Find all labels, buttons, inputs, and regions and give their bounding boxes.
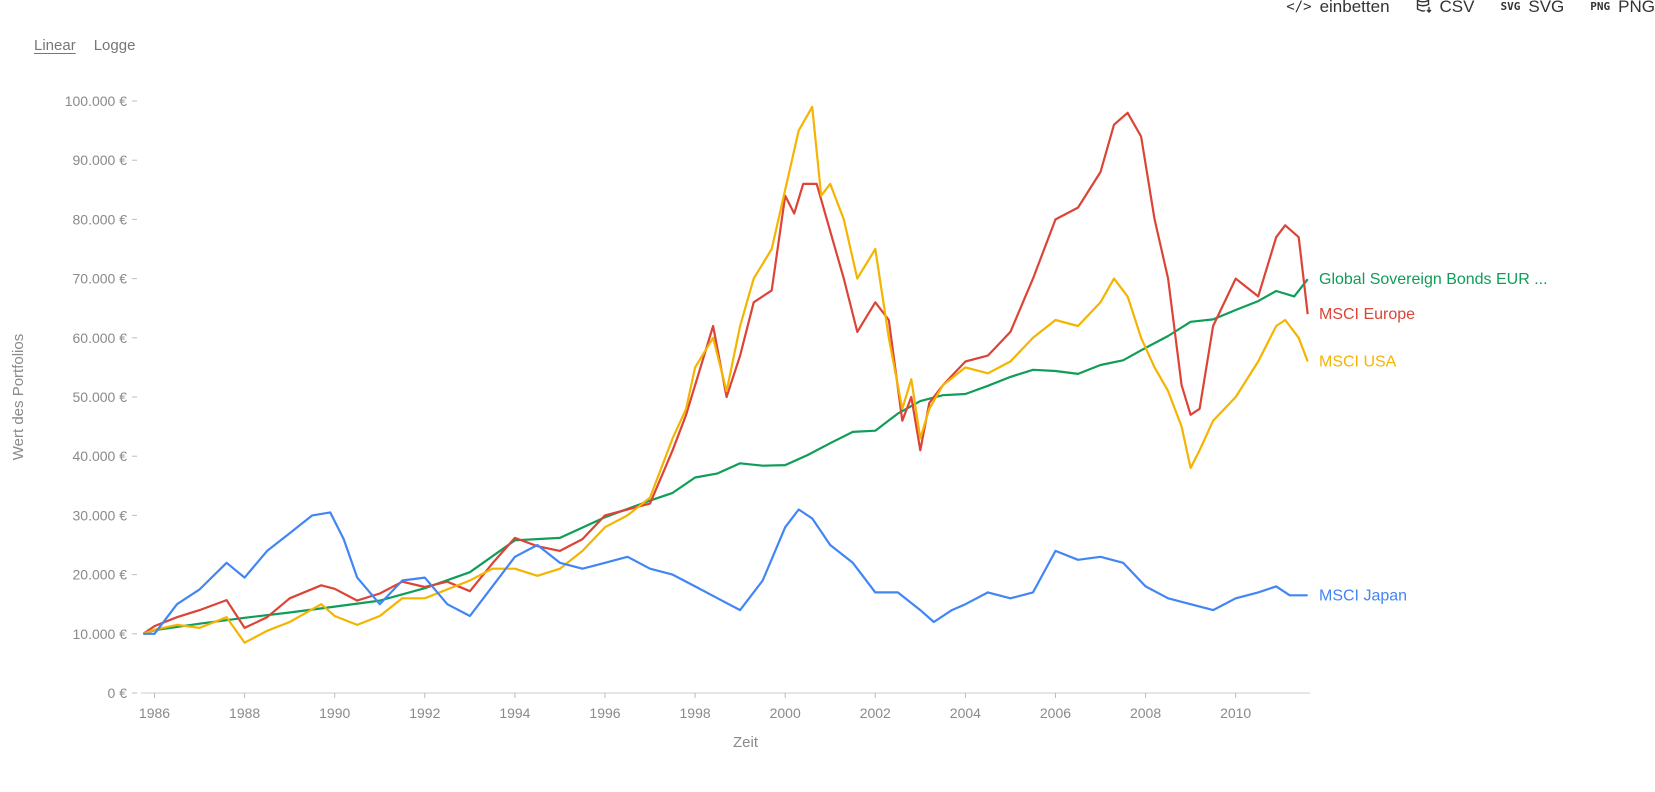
series-line-msci-usa	[142, 105, 1309, 644]
x-tick-label: 2008	[1130, 705, 1161, 721]
svg-label: SVG	[1528, 0, 1565, 16]
x-axis-title: Zeit	[733, 734, 759, 751]
code-icon: </>	[1286, 0, 1312, 15]
scale-linear-option[interactable]: Linear	[34, 37, 76, 54]
x-tick-label: 1996	[589, 705, 620, 721]
series-line-global-sovereign-bonds-eur	[142, 278, 1309, 635]
y-axis: 0 € 10.000 € 20.000 € 30.000 € 40.000 € 50.00…	[65, 93, 137, 701]
csv-button[interactable]: CSV	[1416, 0, 1475, 17]
database-download-icon	[1416, 0, 1432, 17]
x-tick-label: 2006	[1040, 705, 1071, 721]
series-layer	[142, 105, 1309, 644]
series-label-msci-usa: MSCI USA	[1319, 353, 1397, 370]
x-tick-label: 2002	[860, 705, 891, 721]
svg-button[interactable]: SVG SVG	[1501, 0, 1565, 17]
y-tick-label: 30.000 €	[73, 507, 128, 523]
y-tick-label: 20.000 €	[73, 567, 128, 583]
svg-file-icon: SVG	[1500, 0, 1521, 13]
png-button[interactable]: PNG PNG	[1590, 0, 1655, 17]
embed-label: einbetten	[1319, 0, 1390, 16]
x-tick-label: 1994	[499, 705, 530, 721]
x-tick-label: 1990	[319, 705, 350, 721]
series-label-msci-japan: MSCI Japan	[1319, 587, 1407, 604]
y-tick-label: 60.000 €	[73, 330, 128, 346]
y-tick-label: 40.000 €	[73, 448, 128, 464]
embed-button[interactable]: </> einbetten	[1286, 0, 1389, 17]
y-axis-title: Wert des Portfolios	[10, 334, 27, 460]
y-tick-label: 50.000 €	[73, 389, 128, 405]
x-tick-label: 2000	[770, 705, 801, 721]
y-tick-label: 90.000 €	[73, 152, 128, 168]
y-tick-label: 10.000 €	[73, 626, 128, 642]
x-tick-label: 1986	[139, 705, 170, 721]
series-line-msci-europe	[142, 111, 1309, 635]
x-tick-label: 2010	[1220, 705, 1251, 721]
y-tick-label: 70.000 €	[73, 271, 128, 287]
x-tick-label: 1988	[229, 705, 260, 721]
x-tick-label: 2004	[950, 705, 981, 721]
scale-toggle: Linear Logge	[34, 37, 135, 54]
series-label-global-sovereign-bonds-eur: Global Sovereign Bonds EUR ...	[1319, 271, 1548, 288]
y-tick-label: 80.000 €	[73, 211, 128, 227]
csv-label: CSV	[1439, 0, 1475, 16]
png-label: PNG	[1618, 0, 1655, 16]
series-line-msci-japan	[143, 508, 1308, 635]
x-tick-label: 1992	[409, 705, 440, 721]
export-toolbar: </> einbetten CSV SVG SVG PNG PNG	[1286, 0, 1655, 17]
scale-log-option[interactable]: Logge	[93, 37, 136, 54]
y-tick-label: 0 €	[108, 685, 128, 701]
png-file-icon: PNG	[1590, 0, 1611, 13]
x-tick-label: 1998	[680, 705, 711, 721]
y-tick-label: 100.000 €	[65, 93, 127, 109]
series-labels: Global Sovereign Bonds EUR ... MSCI Europ…	[1319, 271, 1548, 604]
x-axis: 1986 1988 1990 1992 1994 1996 1998 2000 2002 2004…	[139, 692, 1310, 721]
series-label-msci-europe: MSCI Europe	[1319, 306, 1415, 323]
